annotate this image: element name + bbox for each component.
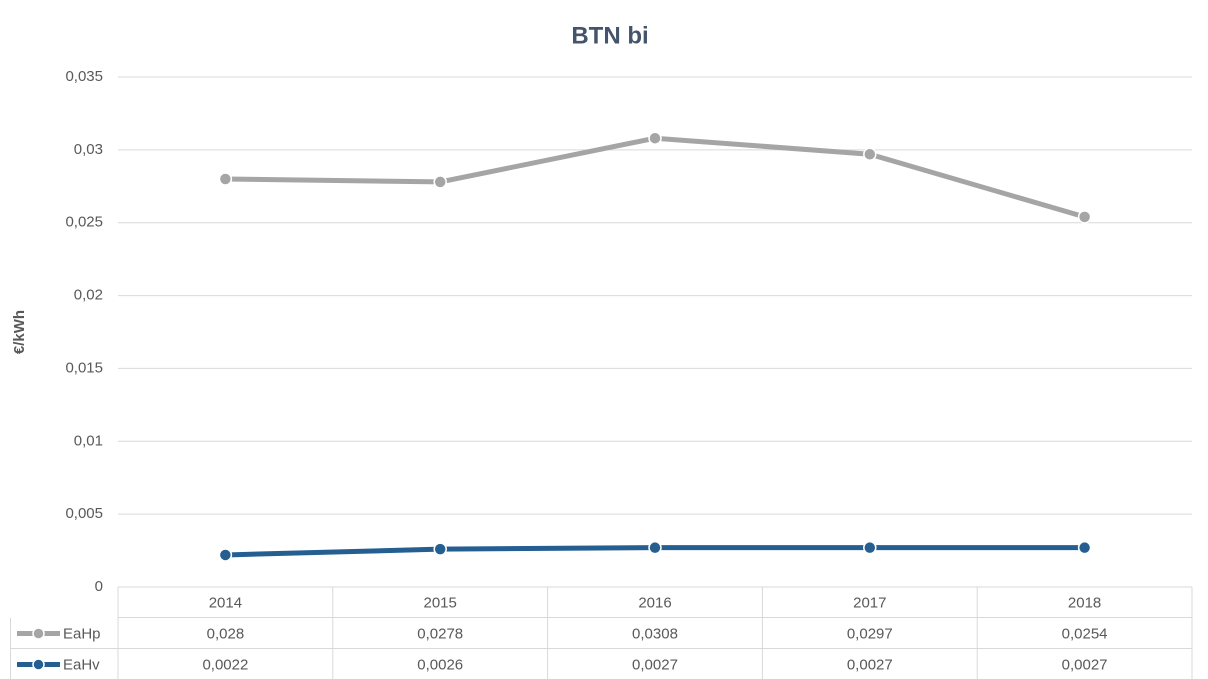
table-value: 0,0026 (417, 656, 463, 673)
data-point (433, 175, 447, 189)
y-tick-label: 0,015 (65, 359, 103, 376)
x-tick-label: 2017 (853, 594, 886, 611)
x-tick-label: 2016 (638, 594, 671, 611)
data-point (1077, 210, 1092, 224)
table-value: 0,0027 (632, 656, 678, 673)
table-value: 0,0027 (847, 656, 893, 673)
y-tick-label: 0,03 (74, 141, 103, 158)
chart-title: BTN bi (571, 22, 648, 49)
legend-label: EaHv (63, 656, 100, 673)
table-value: 0,0297 (847, 625, 893, 642)
y-tick-label: 0 (95, 578, 103, 595)
data-point (433, 542, 447, 556)
data-point (1077, 540, 1092, 555)
table-value: 0,028 (207, 625, 245, 642)
x-tick-label: 2018 (1068, 594, 1101, 611)
table-value: 0,0278 (417, 625, 463, 642)
table-value: 0,0027 (1062, 656, 1108, 673)
data-point (648, 540, 662, 555)
table-value: 0,0308 (632, 625, 678, 642)
legend-key-marker (32, 627, 45, 640)
x-tick-label: 2014 (209, 594, 242, 611)
legend-key-marker (32, 658, 45, 671)
y-tick-label: 0,035 (65, 68, 103, 85)
y-axis-label: €/kWh (11, 310, 28, 354)
table-value: 0,0022 (202, 656, 248, 673)
y-tick-label: 0,01 (74, 432, 103, 449)
data-point (218, 172, 233, 186)
data-point (863, 147, 877, 161)
data-point (863, 540, 877, 555)
data-point (648, 131, 662, 145)
table-value: 0,0254 (1062, 625, 1108, 642)
y-tick-label: 0,02 (74, 287, 103, 304)
y-tick-label: 0,025 (65, 214, 103, 231)
y-tick-label: 0,005 (65, 505, 103, 522)
x-tick-label: 2015 (424, 594, 457, 611)
legend-label: EaHp (63, 625, 101, 642)
data-point (218, 548, 233, 562)
